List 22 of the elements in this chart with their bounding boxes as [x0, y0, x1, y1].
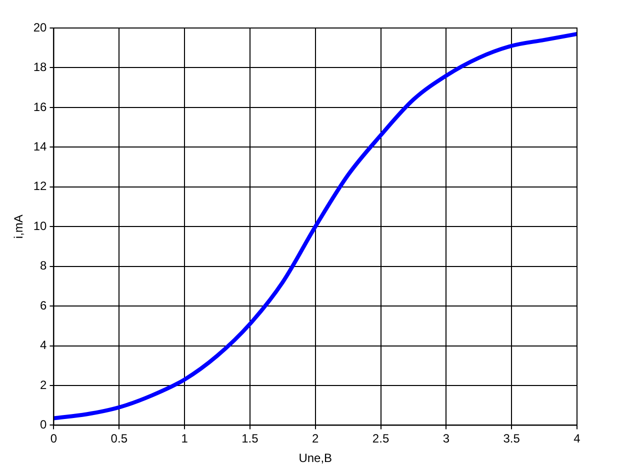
y-tick-label: 4: [40, 338, 48, 352]
x-tick-label: 3.5: [503, 432, 520, 446]
y-tick-label: 10: [33, 218, 48, 233]
y-tick-label: 14: [33, 139, 48, 154]
x-tick-label: 3: [442, 432, 450, 446]
y-tick-label: 8: [40, 258, 48, 273]
y-tick-label: 16: [33, 100, 48, 114]
y-tick-label: 20: [33, 20, 48, 34]
y-axis-title: i,mA: [12, 214, 26, 239]
y-tick-label: 0: [40, 418, 48, 432]
x-tick-label: 1: [181, 432, 188, 446]
x-tick-label: 2: [312, 432, 320, 446]
x-tick-label: 0.5: [110, 432, 128, 446]
y-tick-label: 12: [33, 179, 48, 194]
y-tick-label: 6: [40, 298, 48, 312]
x-tick-label: 0: [50, 432, 58, 446]
x-tick-label: 1.5: [242, 432, 259, 446]
y-tick-label: 2: [40, 378, 48, 392]
x-tick-label: 4: [574, 432, 581, 446]
y-tick-label: 18: [33, 60, 48, 74]
x-axis-title: Une,B: [298, 451, 332, 466]
x-tick-label: 2.5: [372, 432, 390, 446]
